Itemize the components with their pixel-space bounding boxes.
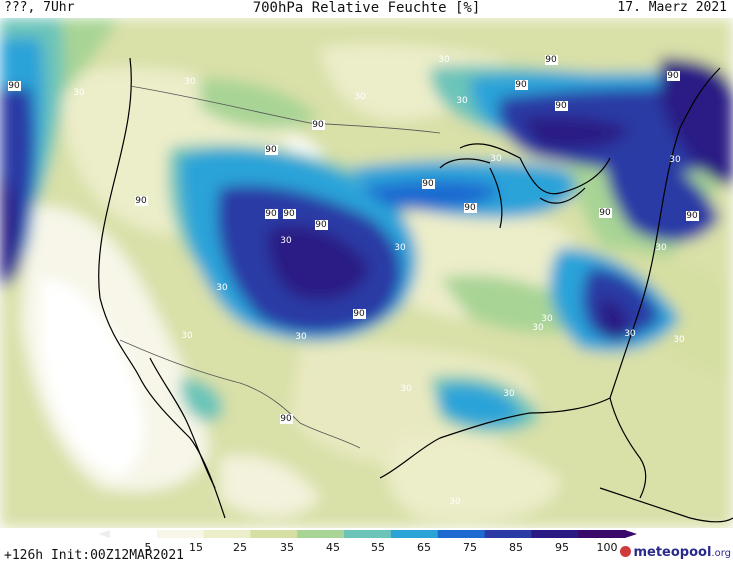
legend-label: 95 xyxy=(555,541,569,554)
legend-swatch xyxy=(156,530,205,538)
contour-label: 90 xyxy=(667,71,679,81)
contour-label: 30 xyxy=(394,243,406,253)
contour-label-bg xyxy=(555,101,568,111)
contour-label: 30 xyxy=(73,88,85,98)
contour-label: 90 xyxy=(8,81,20,91)
contour-label-bg xyxy=(265,145,278,155)
contour-label: 30 xyxy=(456,96,468,106)
contour-label-bg xyxy=(422,179,435,189)
forecast-time-label: ???, 7Uhr xyxy=(4,0,75,15)
contour-label: 30 xyxy=(354,92,366,102)
contour-label: 30 xyxy=(673,335,685,345)
legend-label: 35 xyxy=(280,541,294,554)
contour-label: 90 xyxy=(265,145,277,155)
contour-label: 90 xyxy=(280,414,292,424)
contour-label: 90 xyxy=(515,80,527,90)
contour-label: 30 xyxy=(295,332,307,342)
contour-label-bg xyxy=(8,81,21,91)
contour-label: 90 xyxy=(135,196,147,206)
coastlines xyxy=(98,57,733,523)
contour-label: 90 xyxy=(265,209,277,219)
map-title: 700hPa Relative Feuchte [%] xyxy=(252,0,481,16)
borders xyxy=(119,85,441,449)
legend-swatch xyxy=(250,530,298,538)
legend-swatch xyxy=(297,530,345,538)
contour-label: 30 xyxy=(438,55,450,65)
init-time-label: +126h Init:00Z12MAR2021 xyxy=(4,548,185,563)
legend-label: 85 xyxy=(509,541,523,554)
legend-label: 5 xyxy=(145,541,152,554)
contour-label: 90 xyxy=(686,211,698,221)
contour-label: 30 xyxy=(400,384,412,394)
legend-label: 45 xyxy=(326,541,340,554)
contour-label: 90 xyxy=(464,203,476,213)
contour-label: 30 xyxy=(541,314,553,324)
contour-label-bg xyxy=(686,211,699,221)
legend-swatch xyxy=(484,530,532,538)
contour-label-bg xyxy=(135,196,148,206)
meteopool-logo[interactable]: meteopool.org xyxy=(620,545,731,560)
legend-swatch xyxy=(344,530,392,538)
contour-label: 90 xyxy=(555,101,567,111)
legend-label: 15 xyxy=(189,541,203,554)
contour-label: 90 xyxy=(283,209,295,219)
contour-label: 90 xyxy=(353,309,365,319)
contour-label-bg xyxy=(464,203,477,213)
legend-right-arrow xyxy=(625,530,637,538)
contour-label: 90 xyxy=(312,120,324,130)
valid-date: 17. Maerz 2021 xyxy=(617,0,727,15)
contour-label: 90 xyxy=(545,55,557,65)
logo-ball-icon xyxy=(620,546,632,557)
legend-swatch xyxy=(531,530,579,538)
contour-label: 30 xyxy=(624,329,636,339)
header: ???, 7Uhr 700hPa Relative Feuchte [%] 17… xyxy=(0,0,733,18)
contour-label-bg xyxy=(312,120,325,130)
contour-label: 90 xyxy=(422,179,434,189)
legend-swatch xyxy=(578,530,626,538)
legend-label: 65 xyxy=(417,541,431,554)
contour-label-bg xyxy=(353,309,366,319)
contour-label: 30 xyxy=(216,283,228,293)
legend-label: 75 xyxy=(463,541,477,554)
contour-label-bg xyxy=(599,208,612,218)
contour-label: 30 xyxy=(181,331,193,341)
contour-label-bg xyxy=(280,414,293,424)
contour-label-bg xyxy=(667,71,680,81)
logo-tld: .org xyxy=(711,548,731,559)
contour-label-bg xyxy=(515,80,528,90)
contour-label: 30 xyxy=(503,389,515,399)
contour-label-bg xyxy=(265,209,278,219)
contour-label-bg xyxy=(283,209,296,219)
legend-label: 55 xyxy=(371,541,385,554)
legend-label: 100 xyxy=(597,541,618,554)
contour-label: 30 xyxy=(532,323,544,333)
legend-bar xyxy=(98,530,637,538)
contour-label: 90 xyxy=(599,208,611,218)
humidity-field xyxy=(0,18,733,528)
legend-label: 25 xyxy=(233,541,247,554)
color-scale-legend: 5 15 25 35 45 55 65 75 85 95 100 xyxy=(98,530,637,554)
contour-label: 90 xyxy=(315,220,327,230)
legend-swatch xyxy=(437,530,486,538)
contour-label: 30 xyxy=(449,497,461,507)
contour-label: 30 xyxy=(669,155,681,165)
contour-label: 30 xyxy=(655,243,667,253)
legend-swatch xyxy=(110,530,158,538)
legend-left-arrow xyxy=(98,530,110,538)
legend-swatch xyxy=(390,530,439,538)
legend-swatch xyxy=(203,530,251,538)
contour-label-bg xyxy=(545,55,558,65)
contour-label-bg xyxy=(315,220,328,230)
contour-label: 30 xyxy=(184,77,196,87)
contour-label: 30 xyxy=(490,154,502,164)
logo-name: meteopool xyxy=(633,545,712,560)
contour-label: 30 xyxy=(280,236,292,246)
legend-labels: 5 15 25 35 45 55 65 75 85 95 100 xyxy=(145,541,618,554)
